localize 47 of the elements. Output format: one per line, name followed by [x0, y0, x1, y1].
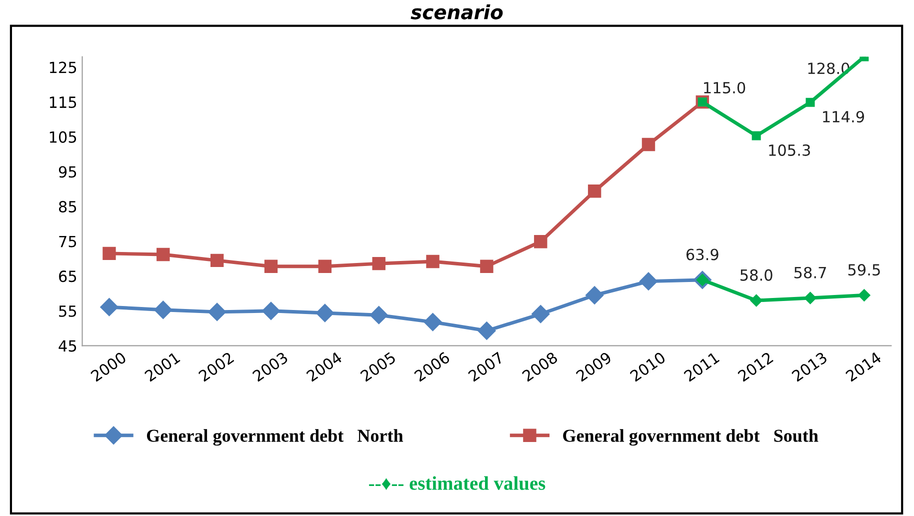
point: [372, 256, 386, 270]
data-label: 59.5: [848, 264, 880, 276]
point: [426, 254, 440, 268]
legend-label: General government debt South: [563, 429, 818, 446]
point: [154, 300, 172, 319]
text: --♦-- estimated values: [369, 476, 546, 490]
point: [480, 260, 494, 273]
point: [750, 294, 762, 307]
y-tick-label: 105: [50, 131, 76, 143]
data-label: 105.3: [769, 144, 810, 156]
point: [316, 304, 334, 322]
data-label: 114.9: [823, 110, 864, 123]
data-label: 63.9: [686, 248, 718, 260]
y-tick-label: 45: [58, 340, 76, 352]
point: [532, 304, 550, 324]
point: [642, 138, 656, 152]
y-tick-label: 85: [58, 200, 76, 212]
point: [806, 98, 815, 107]
chart-title: scenario: [410, 4, 503, 20]
point: [752, 131, 761, 140]
y-tick-label: 125: [50, 62, 76, 74]
y-tick-label: 75: [59, 236, 76, 248]
point: [100, 298, 118, 316]
point: [156, 248, 170, 262]
point: [586, 286, 604, 304]
data-label: 58.0: [740, 269, 772, 281]
point: [262, 302, 280, 320]
point: [424, 313, 442, 332]
point: [210, 254, 224, 268]
y-tick-label: 95: [58, 166, 76, 178]
point: [804, 292, 816, 304]
point: [208, 302, 226, 321]
point: [102, 246, 116, 260]
point: [858, 289, 870, 302]
y-tick-label: 65: [59, 270, 76, 282]
y-tick-label: 55: [59, 306, 76, 317]
point: [370, 306, 388, 324]
data-label: 115.0: [704, 82, 746, 94]
legend-label: General government debt North: [146, 429, 404, 446]
point: [588, 184, 602, 198]
point: [639, 272, 658, 290]
point: [318, 260, 332, 273]
data-label: 58.7: [794, 266, 826, 278]
point: [264, 260, 278, 273]
point: [534, 235, 548, 248]
y-tick-label: 115: [50, 96, 76, 108]
point: [478, 322, 496, 340]
